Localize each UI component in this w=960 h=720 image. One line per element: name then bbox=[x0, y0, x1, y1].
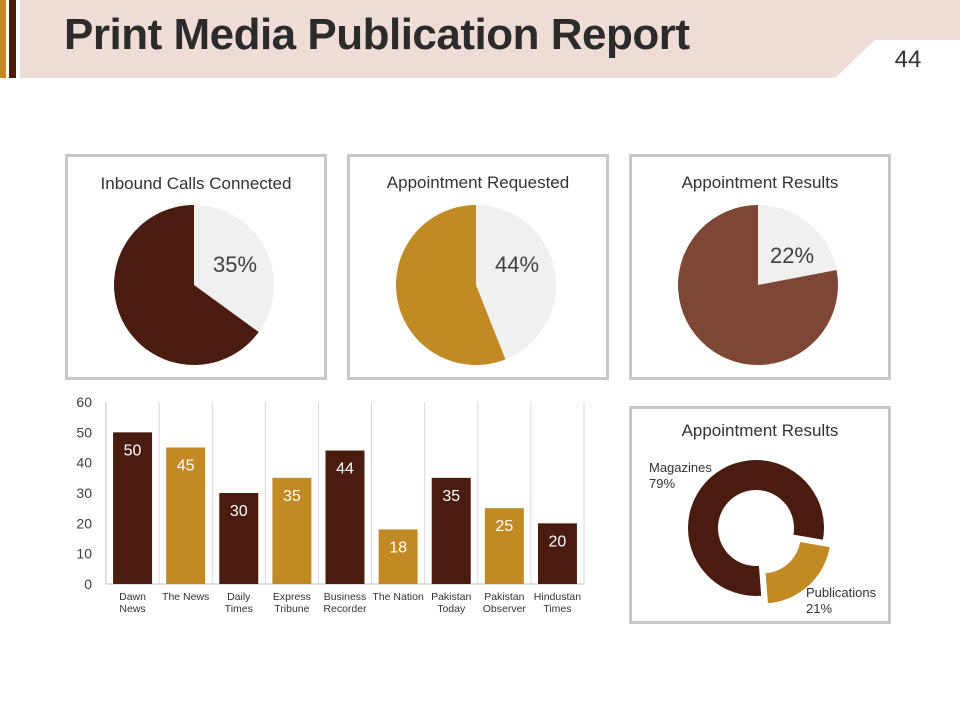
pie-slice-highlighted bbox=[194, 205, 274, 333]
bar bbox=[537, 523, 577, 584]
donut-label-publications-name: Publications bbox=[806, 585, 877, 600]
bar-category-label: Tribune bbox=[274, 603, 309, 615]
bar-y-tick-label: 50 bbox=[76, 424, 92, 440]
bar-category-label: Times bbox=[543, 603, 571, 615]
pie-percent-label: 22% bbox=[770, 243, 815, 268]
page-number: 44 bbox=[894, 46, 922, 73]
donut-title: Appointment Results bbox=[681, 421, 839, 440]
bar-category-label: Business bbox=[324, 591, 367, 603]
bar-value-label: 44 bbox=[336, 461, 354, 478]
donut-label-publications: Publications 21% bbox=[806, 585, 876, 617]
pie-panel-appointment-results: Appointment Results 22% bbox=[629, 154, 891, 380]
donut-panel-appointment-results: Appointment Results Magazines 79% Public… bbox=[629, 406, 891, 624]
pie-title: Appointment Results bbox=[681, 173, 839, 192]
donut-chart-appointment-results bbox=[688, 460, 830, 604]
pie-percent-label: 44% bbox=[495, 252, 540, 277]
bar-y-tick-label: 60 bbox=[76, 394, 92, 410]
donut-label-magazines: Magazines 79% bbox=[649, 460, 712, 492]
donut-slice-magazines bbox=[688, 460, 824, 596]
header-band bbox=[0, 0, 960, 78]
pie-slice-remaining bbox=[113, 205, 259, 365]
bar-value-label: 35 bbox=[442, 488, 460, 505]
bar-value-label: 35 bbox=[283, 488, 301, 505]
donut-label-magazines-value: 79% bbox=[649, 476, 676, 491]
bar bbox=[325, 450, 365, 584]
bar-y-tick-label: 0 bbox=[84, 576, 92, 592]
bar-y-tick-label: 40 bbox=[76, 455, 92, 471]
bar-category-label: Pakistan bbox=[484, 591, 524, 603]
bar-category-label: Daily bbox=[227, 591, 251, 603]
bar-category-label: The Nation bbox=[372, 591, 424, 603]
bar bbox=[272, 477, 312, 584]
bar-category-label: News bbox=[119, 603, 145, 615]
pie-slice-highlighted bbox=[476, 205, 556, 360]
pie-title: Appointment Requested bbox=[386, 173, 570, 192]
donut-slice-publications bbox=[765, 542, 830, 604]
bar-value-label: 45 bbox=[177, 458, 195, 475]
header-accent-gold bbox=[0, 0, 6, 78]
pie-chart-appointment-results bbox=[678, 205, 838, 365]
pie-chart-appointment-requested bbox=[396, 205, 556, 365]
pie-slice-remaining bbox=[396, 205, 506, 365]
bar-category-label: Today bbox=[437, 603, 466, 615]
bar-y-tick-label: 10 bbox=[76, 546, 92, 562]
pie-panel-inbound-calls: Inbound Calls Connected 35% bbox=[65, 154, 327, 380]
bar-category-label: Recorder bbox=[323, 603, 367, 615]
page-title: Print Media Publication Report bbox=[64, 10, 690, 59]
bar-category-label: Observer bbox=[483, 603, 527, 615]
pie-slice-highlighted bbox=[758, 205, 837, 285]
bar-value-label: 20 bbox=[549, 533, 567, 550]
bar bbox=[484, 508, 524, 584]
header-background bbox=[20, 0, 960, 78]
donut-label-magazines-name: Magazines bbox=[649, 460, 712, 475]
bar bbox=[113, 432, 153, 584]
header-accent-brown bbox=[9, 0, 16, 78]
donut-label-publications-value: 21% bbox=[806, 601, 833, 616]
bar-category-label: The News bbox=[162, 591, 209, 603]
bar-category-label: Pakistan bbox=[431, 591, 471, 603]
pie-title: Inbound Calls Connected bbox=[100, 174, 292, 193]
pie-panel-appointment-requested: Appointment Requested 44% bbox=[347, 154, 609, 380]
bar bbox=[166, 447, 206, 584]
bar-y-tick-label: 30 bbox=[76, 485, 92, 501]
bar-value-label: 18 bbox=[389, 539, 407, 556]
bar-y-tick-label: 20 bbox=[76, 515, 92, 531]
bar-category-label: Dawn bbox=[119, 591, 146, 603]
bar bbox=[431, 477, 471, 584]
bar-category-label: Times bbox=[225, 603, 253, 615]
bar-value-label: 30 bbox=[230, 503, 248, 520]
bar-value-label: 50 bbox=[124, 442, 142, 459]
bar-value-label: 25 bbox=[495, 518, 513, 535]
bar bbox=[219, 493, 259, 584]
pie-slice-remaining bbox=[678, 205, 838, 365]
bar bbox=[378, 529, 418, 584]
bar-category-label: Hindustan bbox=[534, 591, 581, 603]
pie-chart-inbound-calls bbox=[113, 205, 274, 365]
bar-category-label: Express bbox=[273, 591, 311, 603]
pie-percent-label: 35% bbox=[213, 252, 258, 277]
